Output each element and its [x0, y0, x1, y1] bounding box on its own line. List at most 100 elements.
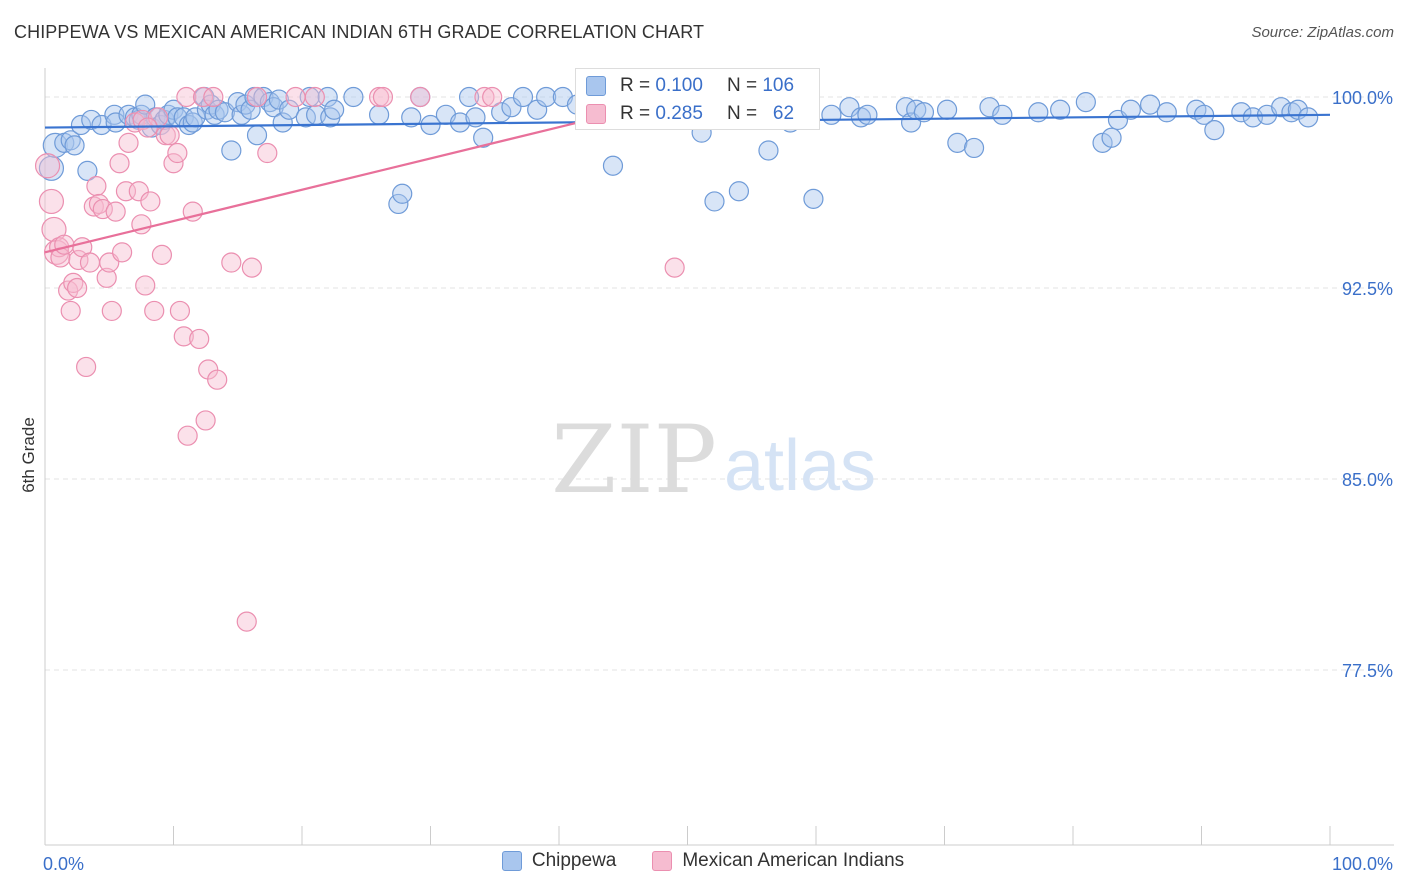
point-chippewa [839, 97, 860, 118]
point-mexican-american-indians [159, 125, 180, 146]
point-mexican-american-indians [163, 153, 184, 174]
point-mexican-american-indians [192, 86, 214, 108]
y-tick-label: 77.5% [1342, 661, 1393, 681]
r-label: R = [620, 103, 651, 124]
n-label: N = [726, 75, 758, 96]
point-mexican-american-indians [41, 216, 67, 243]
swatch-chippewa [586, 76, 606, 96]
point-mexican-american-indians [128, 181, 149, 202]
point-chippewa [536, 86, 557, 108]
point-chippewa [458, 86, 480, 108]
point-mexican-american-indians [173, 326, 194, 347]
point-mexican-american-indians [304, 86, 325, 108]
x-tick-label: 100.0% [1332, 854, 1393, 874]
n-value-chippewa: 106 [762, 75, 795, 96]
point-mexican-american-indians [144, 300, 165, 322]
point-chippewa [947, 132, 968, 153]
stats-legend: R = 0.100 N = 106 R = 0.285 N = 62 [575, 68, 820, 130]
point-chippewa [388, 193, 409, 215]
point-mexican-american-indians [169, 300, 191, 322]
point-chippewa [1204, 120, 1225, 141]
point-mexican-american-indians [118, 132, 139, 153]
point-chippewa [602, 155, 624, 176]
point-chippewa [1075, 91, 1096, 113]
trend-line-mexican-american-indians [44, 101, 663, 254]
grid-lines [45, 96, 1394, 671]
point-mexican-american-indians [482, 86, 503, 108]
point-mexican-american-indians [372, 86, 394, 108]
point-chippewa [1101, 127, 1122, 148]
point-mexican-american-indians [151, 244, 173, 265]
swatch-mexican-american-indians [586, 104, 606, 124]
point-chippewa [1231, 102, 1252, 123]
point-mexican-american-indians [236, 611, 257, 632]
point-mexican-american-indians [38, 188, 65, 215]
point-chippewa [299, 86, 320, 108]
legend-label-mexican-american-indians: Mexican American Indians [682, 850, 905, 871]
stats-row-chippewa: R = 0.100 N = 106 [586, 73, 794, 99]
point-chippewa [473, 127, 494, 148]
r-label: R = [620, 75, 651, 96]
x-tick-label: 0.0% [43, 854, 84, 874]
point-mexican-american-indians [257, 142, 278, 164]
point-mexican-american-indians [246, 86, 268, 108]
n-label: N = [726, 103, 758, 124]
chart-title: CHIPPEWA VS MEXICAN AMERICAN INDIAN 6TH … [14, 22, 705, 42]
point-mexican-american-indians [474, 86, 495, 108]
r-value-chippewa: 0.100 [655, 75, 703, 96]
legend-item-mexican-american-indians[interactable]: Mexican American Indians [652, 850, 904, 872]
point-mexican-american-indians [221, 252, 242, 273]
y-tick-label: 92.5% [1342, 279, 1393, 299]
point-chippewa [246, 125, 268, 146]
point-chippewa [758, 140, 779, 161]
point-chippewa [1193, 104, 1215, 125]
point-mexican-american-indians [111, 242, 133, 263]
watermark-zip: ZIP [551, 406, 717, 515]
point-chippewa [81, 109, 102, 131]
point-mexican-american-indians [54, 234, 75, 255]
point-chippewa [963, 137, 985, 159]
point-mexican-american-indians [410, 86, 431, 108]
point-mexican-american-indians [203, 86, 224, 108]
point-chippewa [240, 99, 261, 120]
point-mexican-american-indians [182, 201, 203, 222]
bottom-legend: Chippewa Mexican American Indians [0, 850, 1406, 872]
point-chippewa [227, 91, 248, 113]
point-mexican-american-indians [207, 369, 228, 390]
point-chippewa [420, 114, 441, 136]
point-mexican-american-indians [195, 410, 216, 431]
point-chippewa [70, 114, 92, 136]
point-mexican-american-indians [60, 300, 81, 322]
point-chippewa [221, 140, 242, 161]
axes [44, 68, 1394, 846]
y-tick-label: 85.0% [1342, 470, 1393, 490]
y-tick-label: 100.0% [1332, 88, 1393, 108]
point-chippewa [268, 89, 289, 110]
point-chippewa [1271, 97, 1292, 118]
point-mexican-american-indians [189, 328, 210, 350]
point-mexican-american-indians [34, 153, 61, 179]
point-mexican-american-indians [140, 191, 161, 212]
point-chippewa [401, 107, 422, 128]
point-chippewa [857, 104, 878, 125]
point-chippewa [343, 86, 364, 108]
point-mexican-american-indians [105, 201, 126, 222]
point-mexican-american-indians [86, 176, 107, 197]
point-chippewa [64, 135, 85, 156]
tick-labels: 77.5% 85.0% 92.5% 100.0% 0.0% 100.0% [43, 88, 1393, 874]
point-chippewa [936, 99, 958, 120]
point-chippewa [803, 188, 824, 209]
legend-label-chippewa: Chippewa [531, 850, 617, 871]
series-mexican-american-indians-points [34, 86, 685, 632]
watermark-atlas: atlas [724, 426, 876, 506]
point-chippewa [1156, 102, 1177, 123]
point-chippewa [491, 102, 512, 123]
point-chippewa [369, 104, 390, 125]
stats-row-mexican-american-indians: R = 0.285 N = 62 [586, 101, 794, 127]
point-mexican-american-indians [92, 198, 113, 220]
point-mexican-american-indians [76, 356, 97, 378]
point-chippewa [279, 99, 300, 120]
point-chippewa [992, 104, 1013, 125]
legend-item-chippewa[interactable]: Chippewa [501, 850, 617, 872]
